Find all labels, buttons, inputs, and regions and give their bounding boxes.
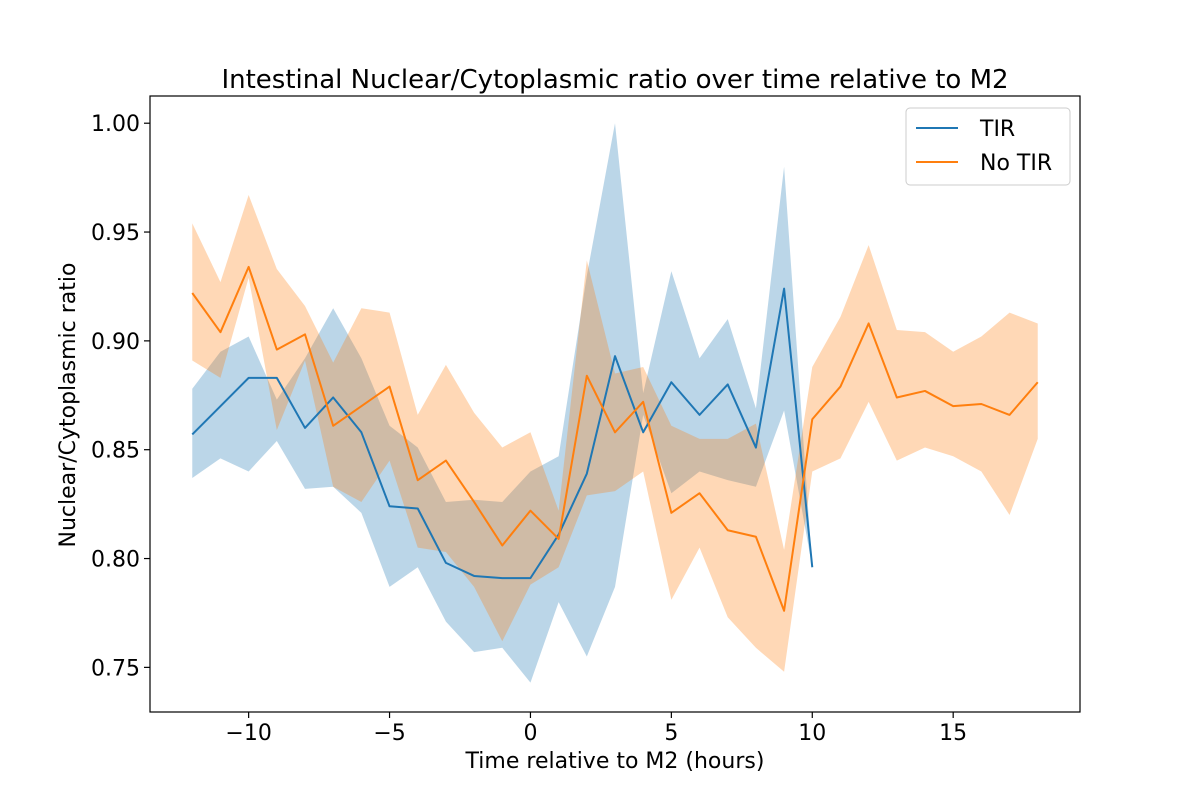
y-tick-label: 1.00 — [91, 112, 140, 137]
x-axis: −10 −5 0 5 10 15 — [225, 712, 967, 746]
legend-label-0: TIR — [979, 117, 1015, 142]
legend-label-1: No TIR — [980, 151, 1052, 176]
y-tick-label: 0.90 — [91, 330, 140, 355]
chart-title: Intestinal Nuclear/Cytoplasmic ratio ove… — [221, 65, 1008, 95]
y-axis: 0.75 0.80 0.85 0.90 0.95 1.00 — [91, 112, 150, 681]
series-band-1 — [192, 195, 1038, 672]
x-axis-label: Time relative to M2 (hours) — [465, 749, 765, 774]
y-tick-label: 0.85 — [91, 439, 140, 464]
axes-frame — [149, 95, 1081, 713]
y-tick-label: 0.80 — [91, 548, 140, 573]
y-axis-label: Nuclear/Cytoplasmic ratio — [56, 263, 81, 548]
x-tick-label: −5 — [373, 721, 405, 746]
y-tick-label: 0.75 — [91, 656, 140, 681]
y-tick-label: 0.95 — [91, 221, 140, 246]
series-line-0 — [191, 287, 814, 580]
x-tick-label: 0 — [523, 721, 537, 746]
x-tick-label: −10 — [225, 721, 271, 746]
plot-area — [149, 95, 1081, 713]
x-tick-label: 10 — [798, 721, 826, 746]
legend: TIR No TIR — [905, 107, 1071, 186]
x-tick-label: 5 — [664, 721, 678, 746]
series-line-1 — [191, 265, 1039, 612]
x-tick-label: 15 — [939, 721, 967, 746]
